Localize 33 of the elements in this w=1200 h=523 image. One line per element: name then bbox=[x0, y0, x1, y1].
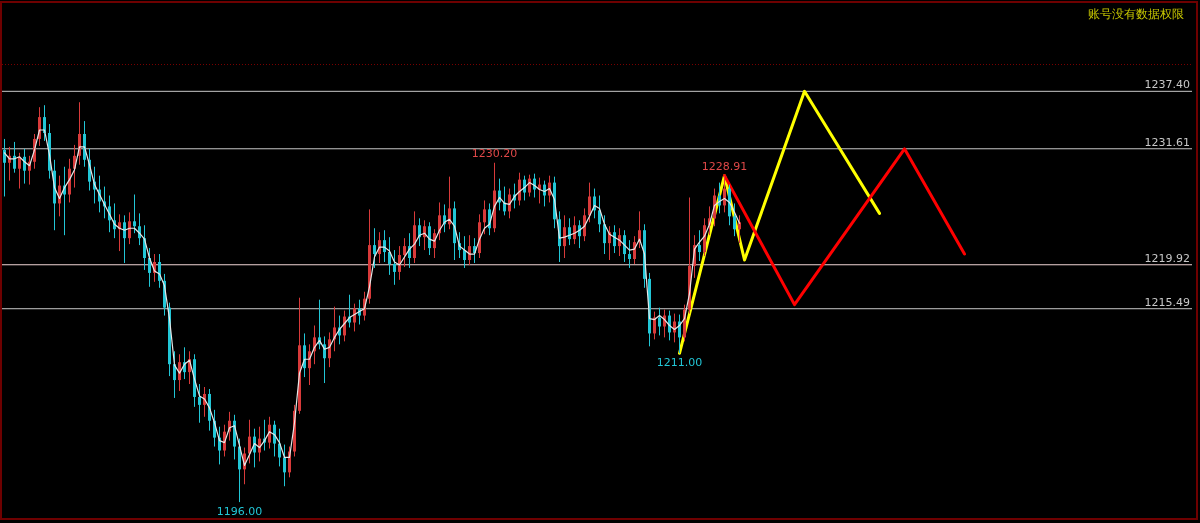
candlestick bbox=[483, 199, 486, 235]
annotation: 1211.00 bbox=[656, 356, 703, 370]
candlestick bbox=[123, 214, 126, 264]
candlestick bbox=[603, 214, 606, 255]
candlestick bbox=[373, 227, 376, 269]
ref-line-label: 1237.40 bbox=[1144, 78, 1190, 92]
candlestick bbox=[573, 215, 576, 245]
annotation: 1228.91 bbox=[701, 159, 748, 173]
candlestick bbox=[248, 419, 251, 464]
candlestick bbox=[133, 194, 136, 234]
ref-line-label: 1219.92 bbox=[1144, 251, 1190, 265]
candlestick bbox=[563, 214, 566, 259]
candlestick bbox=[128, 211, 131, 245]
candlestick bbox=[698, 229, 701, 262]
candlestick bbox=[448, 176, 451, 230]
candlestick bbox=[198, 383, 201, 424]
ref-line-label: 1231.61 bbox=[1144, 135, 1190, 149]
candlestick bbox=[428, 221, 431, 256]
candlestick bbox=[403, 237, 406, 268]
candlestick bbox=[393, 249, 396, 286]
ref-line-label: 1215.49 bbox=[1144, 295, 1190, 309]
candlestick bbox=[523, 175, 526, 201]
candlestick bbox=[13, 141, 16, 174]
annotation: 账号没有数据权限 bbox=[1088, 7, 1184, 21]
candlestick bbox=[733, 202, 736, 237]
candlestick bbox=[463, 235, 466, 269]
candlestick bbox=[283, 444, 286, 487]
candlestick bbox=[588, 182, 591, 223]
candlestick bbox=[3, 138, 6, 197]
annotation: 1230.20 bbox=[471, 146, 518, 160]
candlestick bbox=[303, 332, 306, 378]
annotation: 1196.00 bbox=[216, 505, 263, 519]
candlestick bbox=[628, 239, 631, 269]
